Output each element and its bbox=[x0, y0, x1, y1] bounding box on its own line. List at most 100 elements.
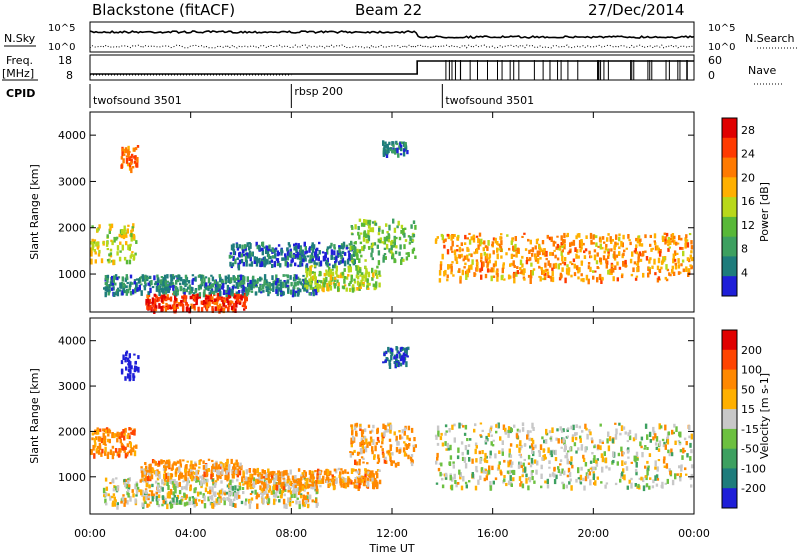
data-cell bbox=[186, 460, 189, 463]
data-cell bbox=[273, 478, 276, 484]
data-cell bbox=[125, 483, 128, 489]
data-cell bbox=[296, 287, 300, 290]
data-cell bbox=[355, 470, 358, 473]
data-cell bbox=[466, 272, 469, 275]
data-cell bbox=[489, 269, 492, 273]
data-cell bbox=[567, 267, 571, 272]
data-cell bbox=[335, 265, 338, 272]
data-cell bbox=[336, 279, 339, 283]
data-cell bbox=[543, 275, 547, 278]
data-cell bbox=[490, 441, 493, 446]
data-cell bbox=[206, 304, 209, 310]
data-cell bbox=[232, 503, 235, 507]
data-cell bbox=[279, 483, 282, 488]
data-cell bbox=[375, 471, 378, 475]
data-cell bbox=[476, 261, 479, 266]
data-cell bbox=[267, 284, 270, 291]
data-cell bbox=[576, 249, 579, 253]
data-cell bbox=[377, 457, 381, 463]
data-cell bbox=[406, 150, 409, 155]
data-cell bbox=[145, 465, 148, 470]
colorbar-swatch bbox=[722, 428, 737, 450]
data-cell bbox=[320, 470, 323, 473]
data-cell bbox=[363, 428, 367, 433]
data-cell bbox=[304, 246, 307, 251]
data-cell bbox=[661, 259, 665, 264]
data-cell bbox=[614, 482, 618, 486]
data-cell bbox=[467, 248, 470, 252]
data-cell bbox=[117, 453, 121, 458]
data-cell bbox=[468, 265, 471, 270]
data-cell bbox=[457, 234, 460, 239]
data-cell bbox=[102, 428, 105, 432]
data-cell bbox=[665, 463, 669, 469]
data-cell bbox=[90, 247, 93, 253]
data-cell bbox=[249, 479, 253, 484]
data-cell bbox=[477, 244, 480, 250]
data-cell bbox=[522, 468, 525, 472]
data-cell bbox=[521, 422, 525, 427]
data-cell bbox=[199, 459, 202, 462]
data-cell bbox=[561, 249, 564, 253]
data-cell bbox=[548, 236, 552, 241]
colorbar-swatch bbox=[722, 197, 737, 218]
data-cell bbox=[584, 423, 587, 429]
data-cell bbox=[180, 486, 184, 491]
data-cell bbox=[580, 240, 583, 247]
data-cell bbox=[285, 274, 288, 277]
data-cell bbox=[297, 480, 300, 485]
data-cell bbox=[583, 250, 586, 254]
data-cell bbox=[360, 448, 363, 455]
data-cell bbox=[111, 495, 114, 499]
data-cell bbox=[354, 423, 357, 427]
data-cell bbox=[661, 481, 664, 486]
data-cell bbox=[115, 477, 118, 480]
data-cell bbox=[334, 282, 337, 286]
data-cell bbox=[669, 274, 672, 277]
data-cell bbox=[400, 259, 403, 265]
data-cell bbox=[228, 293, 232, 299]
data-cell bbox=[127, 153, 130, 158]
data-cell bbox=[305, 482, 308, 487]
data-cell bbox=[351, 430, 354, 436]
data-cell bbox=[359, 423, 362, 427]
data-cell bbox=[249, 257, 252, 262]
data-cell bbox=[395, 357, 398, 364]
data-cell bbox=[166, 280, 170, 283]
data-cell bbox=[254, 489, 257, 495]
data-cell bbox=[248, 504, 252, 509]
data-cell bbox=[107, 289, 111, 294]
data-cell bbox=[208, 495, 212, 500]
data-cell bbox=[444, 432, 447, 436]
data-cell bbox=[561, 468, 564, 474]
data-cell bbox=[91, 238, 94, 242]
data-cell bbox=[354, 224, 357, 230]
data-cell bbox=[344, 469, 347, 474]
data-cell bbox=[412, 234, 416, 238]
data-cell bbox=[656, 265, 660, 270]
data-cell bbox=[355, 266, 358, 271]
data-cell bbox=[299, 493, 303, 497]
data-cell bbox=[229, 500, 232, 506]
data-cell bbox=[385, 350, 388, 355]
data-cell bbox=[486, 438, 489, 442]
data-cell bbox=[395, 236, 398, 240]
data-cell bbox=[134, 147, 138, 151]
data-cell bbox=[235, 459, 238, 463]
data-cell bbox=[407, 444, 410, 449]
data-cell bbox=[221, 497, 225, 501]
data-cell bbox=[546, 234, 549, 239]
data-cell bbox=[236, 297, 240, 303]
data-cell bbox=[474, 448, 477, 455]
data-cell bbox=[142, 469, 145, 472]
data-cell bbox=[516, 270, 519, 275]
data-cell bbox=[506, 470, 510, 474]
data-cell bbox=[534, 245, 537, 250]
data-cell bbox=[551, 270, 554, 277]
data-cell bbox=[572, 258, 576, 263]
data-cell bbox=[317, 468, 320, 473]
data-cell bbox=[296, 487, 299, 492]
data-cell bbox=[572, 424, 575, 431]
data-cell bbox=[501, 448, 504, 454]
data-cell bbox=[248, 253, 251, 259]
